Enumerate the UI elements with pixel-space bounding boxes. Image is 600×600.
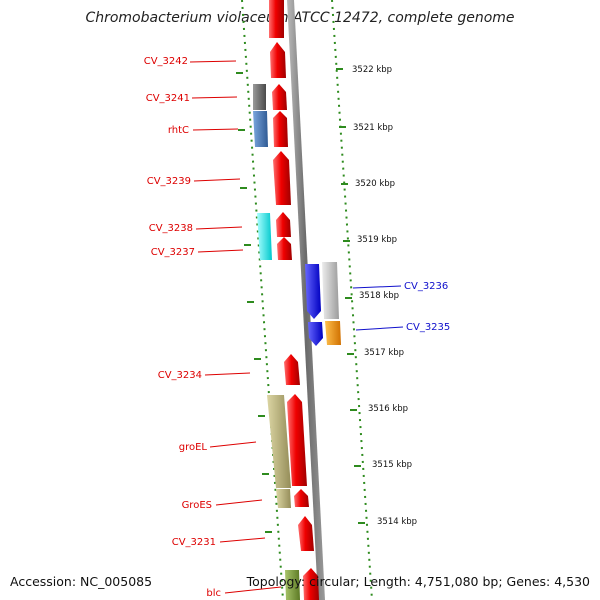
- kbp-label: 3520 kbp: [355, 179, 395, 189]
- gene-cv3239[interactable]: [273, 151, 291, 205]
- gene-label-left[interactable]: rhtC: [168, 125, 189, 136]
- kbp-label: 3516 kbp: [368, 404, 408, 414]
- gene-label-left[interactable]: CV_3231: [172, 537, 216, 548]
- gene-cv3236-silver[interactable]: [322, 262, 339, 319]
- kbp-label: 3518 kbp: [359, 291, 399, 301]
- map-title: Chromobacterium violaceum ATCC 12472, co…: [85, 10, 515, 26]
- gene-label-left[interactable]: groEL: [179, 442, 208, 453]
- gene-cv3242[interactable]: [270, 42, 286, 78]
- gene-blc-olive[interactable]: [285, 570, 300, 600]
- gene-label-left[interactable]: blc: [206, 588, 221, 599]
- gene-blc-red[interactable]: [303, 568, 319, 600]
- gene-rhtc-blue[interactable]: [253, 111, 268, 147]
- gene-label-left[interactable]: CV_3234: [158, 370, 202, 381]
- topology-text: Topology: circular; Length: 4,751,080 bp…: [246, 574, 590, 589]
- gene-cv3234[interactable]: [284, 354, 300, 385]
- left-label-leaders: [189, 60, 282, 594]
- gene-label-left[interactable]: CV_3241: [146, 93, 190, 104]
- gene-groel-red[interactable]: [287, 394, 307, 486]
- kbp-label: 3522 kbp: [352, 65, 392, 75]
- forward-strand-genes: [253, 0, 319, 600]
- gene-cv3237-red[interactable]: [277, 237, 292, 260]
- kbp-label: 3519 kbp: [357, 235, 397, 245]
- kbp-label: 3517 kbp: [364, 348, 404, 358]
- accession-text: Accession: NC_005085: [10, 574, 153, 589]
- reverse-strand-genes: [305, 262, 341, 346]
- right-scale-ticks: [336, 68, 365, 524]
- gene-groes-red[interactable]: [294, 489, 309, 507]
- gene-cv3235-blue[interactable]: [308, 322, 323, 346]
- gene-cv3236-blue[interactable]: [305, 264, 321, 319]
- gene-cv3238-cyan[interactable]: [257, 213, 272, 260]
- gene-groes-khaki[interactable]: [276, 489, 291, 508]
- gene-label-left[interactable]: CV_3239: [147, 176, 191, 187]
- gene-cv3241-gray[interactable]: [253, 84, 266, 110]
- gene-cv3241-red[interactable]: [272, 84, 287, 110]
- left-scale-ticks: [236, 72, 272, 533]
- gene-rhtc-red[interactable]: [273, 111, 288, 147]
- gene-label-left[interactable]: CV_3237: [151, 247, 195, 258]
- gene-label-right[interactable]: CV_3235: [406, 322, 450, 333]
- gene-top-red[interactable]: [269, 0, 284, 38]
- gene-label-left[interactable]: GroES: [182, 500, 212, 511]
- gene-groel-khaki[interactable]: [267, 395, 291, 488]
- gene-label-left[interactable]: CV_3238: [149, 223, 193, 234]
- genome-backbone: [287, 0, 325, 600]
- right-label-leaders: [352, 285, 404, 331]
- gene-label-right[interactable]: CV_3236: [404, 281, 448, 292]
- gene-cv3235-orange[interactable]: [325, 321, 341, 345]
- kbp-label: 3514 kbp: [377, 517, 417, 527]
- gene-cv3231[interactable]: [298, 516, 314, 551]
- gene-cv3238-red[interactable]: [276, 212, 291, 237]
- kbp-label: 3515 kbp: [372, 460, 412, 470]
- kbp-label: 3521 kbp: [353, 123, 393, 133]
- gene-label-left[interactable]: CV_3242: [144, 56, 188, 67]
